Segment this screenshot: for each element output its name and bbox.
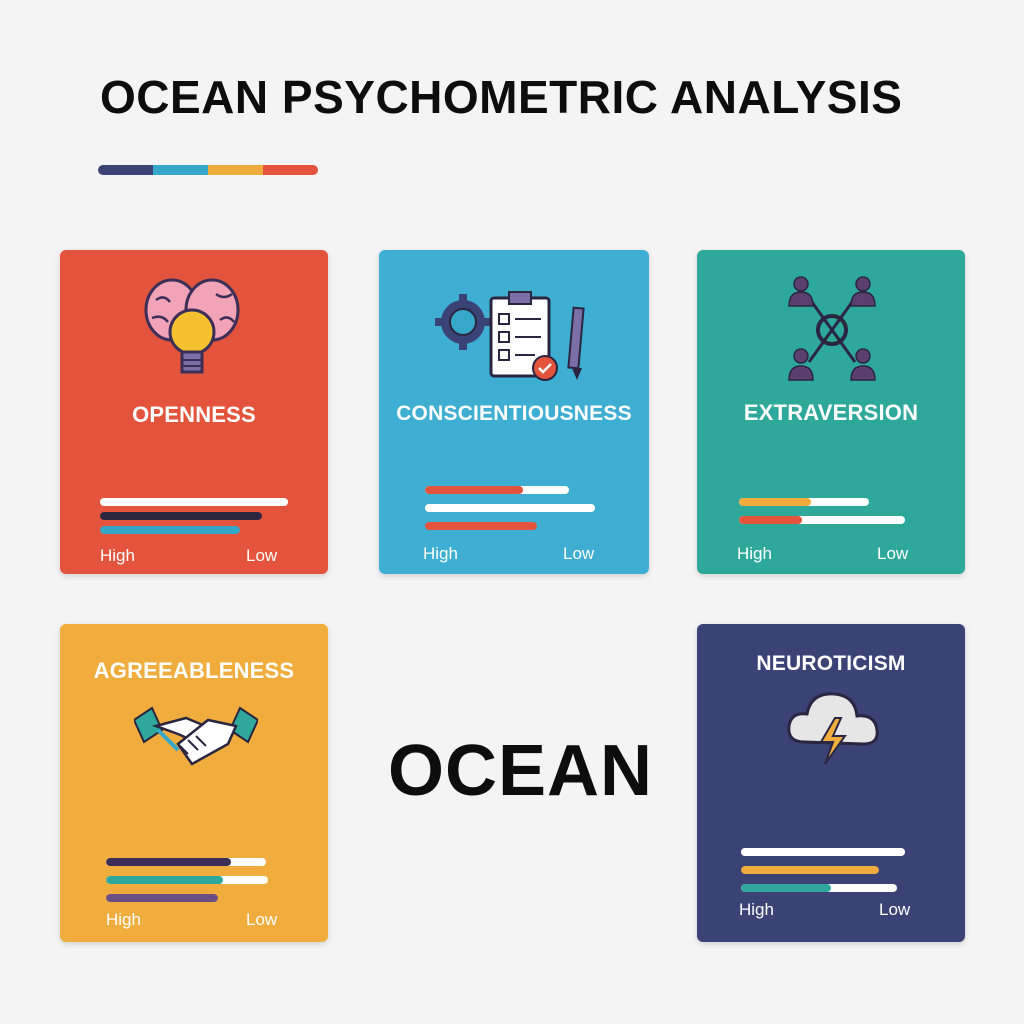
- scale-high-label: High: [737, 544, 772, 563]
- scale-low-label: Low: [879, 900, 911, 919]
- trait-bar-fill: [100, 498, 288, 506]
- card-label-openness: OPENNESS: [132, 402, 256, 427]
- scale-high-label: High: [739, 900, 774, 919]
- trait-bar-fill: [106, 858, 231, 866]
- card-openness[interactable]: OPENNESS High Low: [60, 250, 328, 574]
- trait-bar: [425, 504, 595, 512]
- scale-low-label: Low: [877, 544, 909, 563]
- card-label-conscientiousness: CONSCIENTIOUSNESS: [396, 402, 632, 425]
- card-extraversion[interactable]: EXTRAVERSION High Low: [697, 250, 965, 574]
- trait-bar-fill: [100, 512, 262, 520]
- accent-color-bar: [98, 165, 318, 175]
- trait-bar: [425, 522, 537, 530]
- trait-bar: [741, 866, 879, 874]
- accent-segment: [263, 165, 318, 175]
- card-label-agreeableness: AGREEABLENESS: [93, 658, 295, 683]
- scale-high-label: High: [106, 910, 141, 929]
- accent-segment: [208, 165, 263, 175]
- trait-bar: [106, 876, 268, 884]
- trait-bar-fill: [739, 516, 803, 524]
- trait-bar: [739, 498, 869, 506]
- trait-bar-fill: [425, 522, 537, 530]
- scale-high-label: High: [423, 544, 458, 563]
- handshake-icon: [134, 706, 258, 766]
- page-title: OCEAN PSYCHOMETRIC ANALYSIS: [100, 71, 903, 123]
- trait-bar: [100, 512, 262, 520]
- trait-bar-fill: [425, 486, 523, 494]
- card-conscientiousness[interactable]: CONSCIENTIOUSNESS High Low: [379, 250, 649, 574]
- trait-bar: [100, 498, 288, 506]
- trait-bar-fill: [106, 876, 223, 884]
- trait-bar: [739, 516, 905, 524]
- center-word: OCEAN: [388, 731, 654, 811]
- trait-bar: [741, 848, 905, 856]
- card-label-extraversion: EXTRAVERSION: [743, 400, 919, 425]
- trait-bar: [425, 486, 569, 494]
- card-label-neuroticism: NEUROTICISM: [756, 652, 906, 675]
- storm-cloud-icon: [787, 692, 879, 765]
- accent-segment: [153, 165, 208, 175]
- trait-bar: [106, 894, 218, 902]
- scale-high-label: High: [100, 546, 135, 565]
- trait-bar-fill: [741, 884, 832, 892]
- trait-bar: [741, 884, 897, 892]
- trait-bar-fill: [100, 526, 240, 534]
- people-network-icon: [788, 276, 876, 381]
- trait-bar-fill: [425, 504, 595, 512]
- scale-low-label: Low: [246, 546, 278, 565]
- accent-segment: [98, 165, 153, 175]
- scale-low-label: Low: [563, 544, 595, 563]
- brain-lightbulb-icon: [144, 278, 240, 374]
- trait-bar-fill: [106, 894, 218, 902]
- trait-bar: [106, 858, 266, 866]
- scale-low-label: Low: [246, 910, 278, 929]
- card-neuroticism[interactable]: NEUROTICISM High Low: [697, 624, 965, 942]
- checklist-gear-pen-icon: [435, 291, 585, 381]
- trait-bar: [100, 526, 240, 534]
- trait-bar-fill: [741, 848, 905, 856]
- trait-bar-fill: [741, 866, 879, 874]
- card-agreeableness[interactable]: AGREEABLENESS High Low: [60, 624, 328, 942]
- trait-bar-fill: [739, 498, 811, 506]
